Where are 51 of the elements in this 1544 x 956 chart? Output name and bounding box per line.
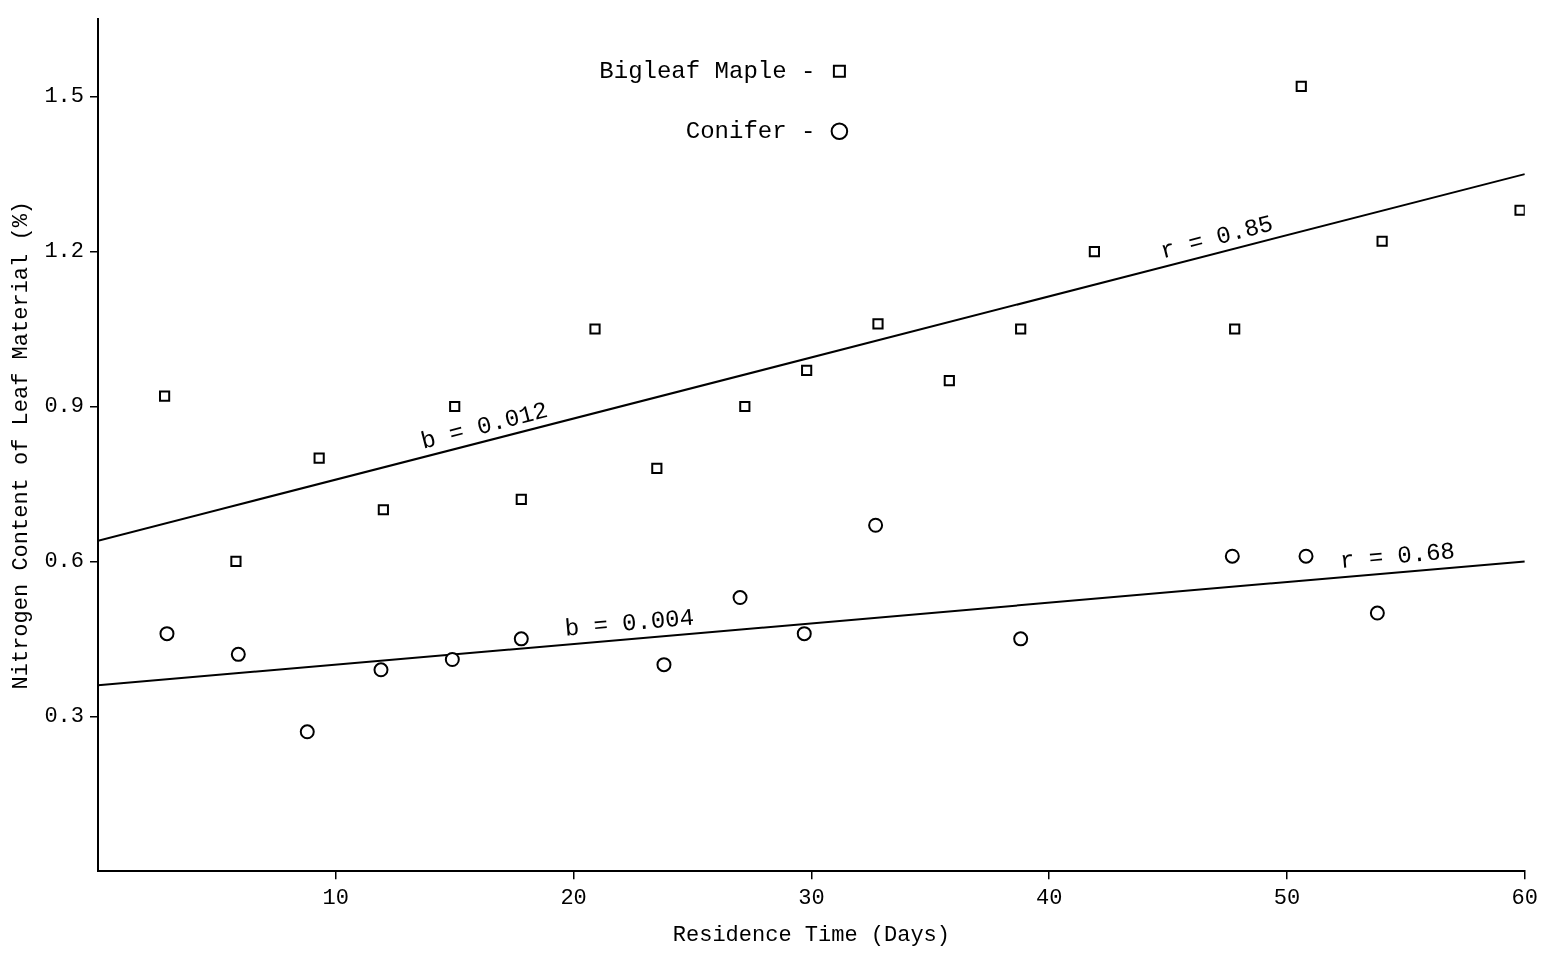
point bbox=[943, 375, 955, 387]
annotation: r = 0.68 bbox=[1339, 538, 1457, 576]
point bbox=[872, 318, 884, 330]
point bbox=[1224, 548, 1240, 564]
x-tick-label: 10 bbox=[322, 886, 350, 912]
x-tick-label: 30 bbox=[798, 886, 825, 912]
x-tick-label: 40 bbox=[1036, 886, 1063, 912]
y-tick-label: 1.5 bbox=[44, 84, 85, 110]
y-axis-title: Nitrogen Content of Leaf Material (%) bbox=[9, 200, 35, 690]
y-tick-label: 1.2 bbox=[44, 239, 85, 265]
point bbox=[868, 517, 884, 533]
point bbox=[651, 462, 663, 475]
point bbox=[299, 724, 315, 740]
point bbox=[1229, 323, 1241, 335]
point bbox=[1369, 605, 1385, 621]
legend-label: Conifer - bbox=[685, 117, 816, 145]
point bbox=[444, 651, 460, 667]
point bbox=[1295, 80, 1307, 92]
point bbox=[515, 493, 527, 506]
point bbox=[230, 646, 246, 662]
y-tick-label: 0.6 bbox=[44, 549, 85, 575]
annotation: b = 0.004 bbox=[563, 604, 696, 643]
point bbox=[801, 364, 813, 376]
point bbox=[1514, 204, 1525, 216]
x-tick-label: 50 bbox=[1273, 886, 1301, 912]
point bbox=[373, 662, 389, 678]
point bbox=[796, 626, 812, 642]
legend-label: Bigleaf Maple - bbox=[599, 57, 816, 85]
point bbox=[449, 400, 461, 413]
annotation: b = 0.012 bbox=[418, 397, 551, 456]
point bbox=[589, 323, 601, 335]
point bbox=[1088, 245, 1100, 258]
point bbox=[158, 390, 171, 402]
point bbox=[1298, 548, 1314, 564]
annotation: r = 0.85 bbox=[1157, 210, 1277, 266]
point bbox=[377, 504, 389, 516]
point bbox=[1376, 235, 1388, 247]
point bbox=[230, 555, 242, 567]
point bbox=[656, 657, 672, 673]
x-tick-label: 60 bbox=[1511, 886, 1538, 912]
y-tick-label: 0.3 bbox=[44, 704, 85, 730]
point bbox=[159, 626, 175, 642]
point bbox=[1015, 323, 1027, 335]
point bbox=[732, 590, 748, 606]
point bbox=[513, 631, 529, 647]
x-tick-label: 20 bbox=[560, 886, 587, 912]
x-axis-title: Residence Time (Days) bbox=[672, 922, 951, 948]
point bbox=[1013, 631, 1029, 647]
point bbox=[313, 452, 325, 464]
point bbox=[739, 400, 751, 413]
y-tick-label: 0.9 bbox=[44, 394, 85, 420]
